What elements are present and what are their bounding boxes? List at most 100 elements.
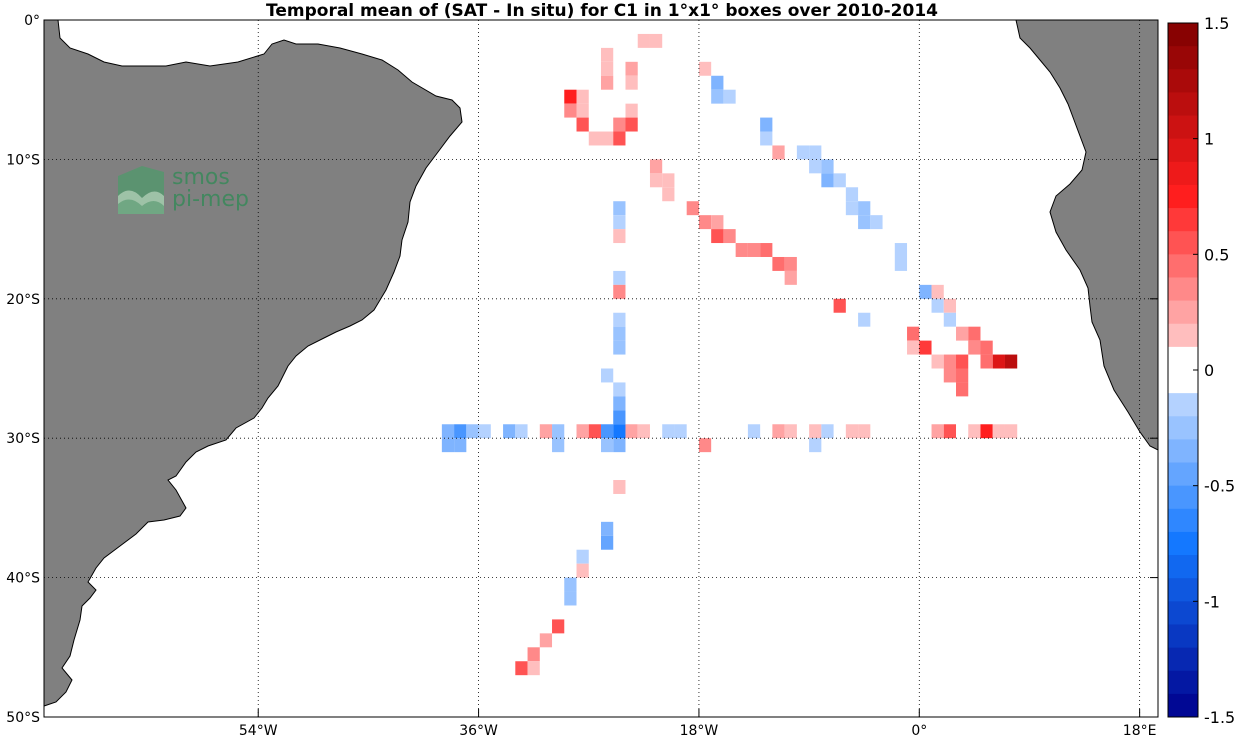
data-cell xyxy=(894,243,908,257)
data-cell xyxy=(711,229,724,244)
data-cell xyxy=(564,577,577,592)
data-cell xyxy=(613,20,626,34)
data-cell xyxy=(735,243,748,257)
colorbar-tick-label: -1.5 xyxy=(1204,708,1235,727)
data-cell xyxy=(919,340,932,355)
data-cell xyxy=(552,438,565,453)
lon-tick-label: 36°W xyxy=(459,723,498,738)
data-cell xyxy=(956,354,969,369)
colorbar-bin xyxy=(1168,69,1198,93)
data-cell xyxy=(601,47,614,62)
data-cell xyxy=(809,438,822,453)
data-cell xyxy=(992,424,1005,439)
data-cell xyxy=(796,145,810,160)
colorbar-bin xyxy=(1168,416,1198,440)
colorbar-bin xyxy=(1168,254,1198,278)
data-cell xyxy=(588,424,601,439)
data-cell xyxy=(649,159,663,174)
data-cell xyxy=(441,424,455,439)
data-cell xyxy=(747,424,761,439)
colorbar: 1.5 1 0.5 0 -0.5 -1 -1.5 xyxy=(1167,14,1235,727)
data-cell xyxy=(478,424,491,439)
data-cell xyxy=(576,117,589,132)
data-cell xyxy=(858,215,871,230)
data-cell xyxy=(441,438,455,453)
data-cell xyxy=(576,424,589,439)
colorbar-bin xyxy=(1168,323,1198,348)
data-cell xyxy=(649,173,663,188)
colorbar-bin xyxy=(1168,508,1198,533)
lon-tick-label: 0° xyxy=(911,723,927,738)
data-cell xyxy=(784,270,797,285)
data-cell xyxy=(711,89,724,104)
data-cell xyxy=(613,340,626,355)
colorbar-bin xyxy=(1168,370,1198,394)
data-cell xyxy=(821,159,834,174)
data-cell xyxy=(539,633,553,648)
data-cell xyxy=(662,424,675,439)
data-cell xyxy=(625,103,638,118)
data-cell xyxy=(809,145,822,160)
data-cell xyxy=(613,410,626,425)
data-cell xyxy=(956,326,969,341)
colorbar-bin xyxy=(1168,46,1198,70)
data-cell xyxy=(552,424,565,439)
data-cell xyxy=(821,173,834,188)
data-cell xyxy=(968,326,981,341)
data-cell xyxy=(845,424,859,439)
lon-tick-label: 18°E xyxy=(1123,723,1157,738)
data-cell xyxy=(601,61,614,76)
data-cell xyxy=(637,424,650,439)
data-cell xyxy=(662,187,675,202)
colorbar-bin xyxy=(1168,439,1198,464)
data-cells xyxy=(441,20,1018,676)
data-cell xyxy=(625,75,638,90)
data-cell xyxy=(943,424,957,439)
data-cell xyxy=(931,284,944,299)
lon-tick-label: 54°W xyxy=(239,723,278,738)
data-cell xyxy=(613,382,626,397)
data-cell xyxy=(943,312,957,327)
data-cell xyxy=(613,215,626,230)
data-cell xyxy=(845,201,859,216)
data-cell xyxy=(968,340,981,355)
colorbar-bin xyxy=(1168,115,1198,140)
data-cell xyxy=(613,284,626,299)
data-cell xyxy=(625,117,638,132)
data-cell xyxy=(711,215,724,230)
data-cell xyxy=(613,117,626,132)
colorbar-bin xyxy=(1168,393,1198,417)
data-cell xyxy=(1004,424,1018,439)
data-cell xyxy=(943,368,957,383)
data-cell xyxy=(527,661,540,676)
data-cell xyxy=(601,438,614,453)
data-cell xyxy=(527,647,540,662)
data-cell xyxy=(601,131,614,146)
colorbar-tick-label: 1 xyxy=(1204,130,1214,149)
colorbar-bin xyxy=(1168,231,1198,255)
data-cell xyxy=(711,75,724,90)
data-cell xyxy=(576,103,589,118)
data-cell xyxy=(601,368,614,383)
data-cell xyxy=(613,270,626,285)
data-cell xyxy=(833,173,846,188)
data-cell xyxy=(539,424,553,439)
colorbar-bin xyxy=(1168,670,1198,695)
data-cell xyxy=(625,61,638,76)
colorbar-ticks: 1.5 1 0.5 0 -0.5 -1 -1.5 xyxy=(1193,14,1235,727)
data-cell xyxy=(931,424,944,439)
data-cell xyxy=(576,563,589,578)
colorbar-bin xyxy=(1168,647,1198,672)
data-cell xyxy=(760,131,773,146)
data-cell xyxy=(980,354,993,369)
data-cell xyxy=(968,424,981,439)
data-cell xyxy=(613,131,626,146)
colorbar-bin xyxy=(1168,346,1198,371)
data-cell xyxy=(956,368,969,383)
smos-pi-mep-logo: smos pi-mep xyxy=(118,165,249,214)
colorbar-tick-label: 0 xyxy=(1204,361,1214,380)
data-cell xyxy=(772,424,785,439)
data-cell xyxy=(698,215,712,230)
data-cell xyxy=(992,354,1005,369)
